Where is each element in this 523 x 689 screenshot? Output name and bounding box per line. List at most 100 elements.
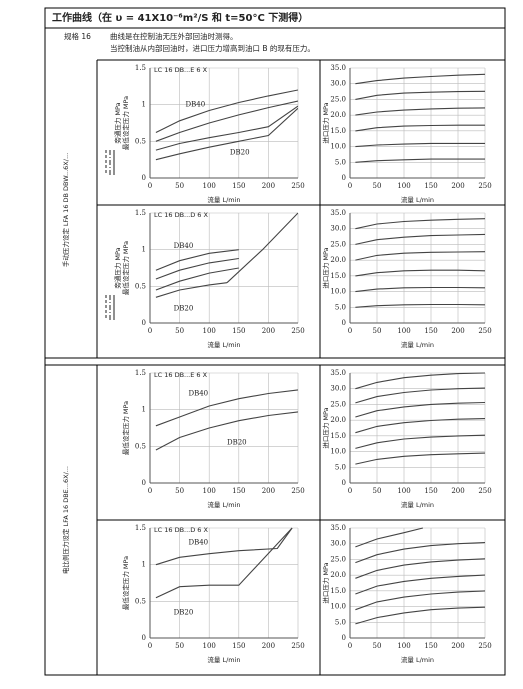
- curve: [355, 418, 485, 434]
- annotation: DB40: [174, 242, 194, 250]
- y-tick-label: 0: [342, 634, 346, 642]
- curve: [355, 574, 485, 595]
- x-tick-label: 100: [203, 327, 216, 335]
- x-axis-label: 流量 L/min: [401, 500, 434, 509]
- x-tick-label: 0: [148, 642, 152, 650]
- y-tick-label: 0.5: [135, 597, 146, 605]
- y-axis-label: 最低设定压力 MPa: [121, 556, 130, 610]
- y-tick-label: 10.0: [330, 448, 346, 456]
- x-tick-label: 250: [291, 642, 304, 650]
- x-tick-label: 50: [373, 642, 382, 650]
- y-tick-label: 0.5: [135, 442, 146, 450]
- x-tick-label: 250: [478, 642, 491, 650]
- curve: [355, 233, 485, 245]
- curve: [155, 249, 239, 271]
- x-tick-label: 250: [291, 487, 304, 495]
- curve: [355, 452, 485, 465]
- y-tick-label: 0: [142, 634, 146, 642]
- x-tick-label: 50: [373, 182, 382, 190]
- x-tick-label: 200: [262, 642, 275, 650]
- y-axis-label: 旁通压力 MPa: [113, 102, 122, 143]
- curve: [355, 251, 485, 261]
- annotation: DB20: [174, 608, 194, 616]
- x-tick-label: 0: [148, 487, 152, 495]
- curve: [355, 527, 424, 548]
- curve: [355, 590, 485, 611]
- curve: [155, 527, 293, 599]
- curve: [155, 100, 298, 142]
- y-tick-label: 25.0: [330, 400, 346, 408]
- y-tick-label: 5.0: [335, 618, 346, 626]
- x-tick-label: 100: [203, 642, 216, 650]
- y-tick-label: 35.0: [330, 64, 346, 72]
- y-tick-label: 0: [342, 479, 346, 487]
- page-frame: [44, 7, 506, 676]
- x-tick-label: 0: [348, 642, 352, 650]
- y-tick-label: 0: [342, 319, 346, 327]
- x-tick-label: 0: [148, 327, 152, 335]
- y-tick-label: 0.5: [135, 282, 146, 290]
- side-label: 手动压力设定 LFA 16 DB DBW...6X/...: [61, 153, 70, 267]
- x-tick-label: 250: [478, 487, 491, 495]
- curve: [355, 434, 485, 449]
- annotation: DB20: [174, 304, 194, 312]
- annotation: DB20: [227, 439, 247, 447]
- x-tick-label: 50: [175, 182, 184, 190]
- x-tick-label: 100: [203, 487, 216, 495]
- curve: [155, 389, 298, 427]
- curve: [155, 411, 298, 451]
- x-tick-label: 100: [203, 182, 216, 190]
- y-tick-label: 20.0: [330, 111, 346, 119]
- x-axis-label: 流量 L/min: [401, 655, 434, 664]
- x-tick-label: 50: [373, 487, 382, 495]
- x-tick-label: 150: [424, 642, 437, 650]
- y-tick-label: 1.5: [135, 64, 146, 72]
- y-tick-label: 5.0: [335, 463, 346, 471]
- curve: [355, 387, 485, 404]
- y-tick-label: 15.0: [330, 127, 346, 135]
- note: 当控制油从内部回油时，进口压力增高到油口 B 的现有压力。: [110, 43, 315, 53]
- x-tick-label: 200: [451, 487, 464, 495]
- y-tick-label: 0: [142, 479, 146, 487]
- x-tick-label: 50: [175, 487, 184, 495]
- x-tick-label: 100: [397, 487, 410, 495]
- y-tick-label: 10.0: [330, 603, 346, 611]
- y-tick-label: 15.0: [330, 587, 346, 595]
- x-tick-label: 0: [348, 182, 352, 190]
- y-tick-label: 1.5: [135, 524, 146, 532]
- x-tick-label: 200: [262, 182, 275, 190]
- chart-title: LC 16 DB...D 6 X: [154, 526, 208, 534]
- y-tick-label: 0: [342, 174, 346, 182]
- y-tick-label: 25.0: [330, 95, 346, 103]
- x-tick-label: 250: [291, 327, 304, 335]
- curve: [355, 286, 485, 293]
- y-tick-label: 5.0: [335, 303, 346, 311]
- x-tick-label: 0: [148, 182, 152, 190]
- x-axis-label: 流量 L/min: [401, 340, 434, 349]
- annotation: DB40: [188, 539, 208, 547]
- x-tick-label: 150: [424, 327, 437, 335]
- curve: [155, 282, 228, 298]
- y-tick-label: 5.0: [335, 158, 346, 166]
- x-tick-label: 150: [232, 487, 245, 495]
- curve: [355, 541, 485, 564]
- x-tick-label: 50: [373, 327, 382, 335]
- y-tick-label: 30.0: [330, 385, 346, 393]
- curve: [355, 372, 485, 390]
- x-tick-label: 200: [451, 182, 464, 190]
- size-label: 规格 16: [64, 31, 91, 41]
- y-tick-label: 20.0: [330, 416, 346, 424]
- chart-title: LC 16 DB...D 6 X: [154, 211, 208, 219]
- y-tick-label: 30.0: [330, 540, 346, 548]
- y-tick-label: 10.0: [330, 288, 346, 296]
- curve: [155, 267, 239, 291]
- x-tick-label: 50: [175, 327, 184, 335]
- y-tick-label: 35.0: [330, 524, 346, 532]
- y-tick-label: 25.0: [330, 240, 346, 248]
- x-tick-label: 50: [175, 642, 184, 650]
- y-axis-label: 进口压力 MPa: [321, 102, 330, 143]
- x-tick-label: 200: [262, 487, 275, 495]
- x-tick-label: 0: [348, 327, 352, 335]
